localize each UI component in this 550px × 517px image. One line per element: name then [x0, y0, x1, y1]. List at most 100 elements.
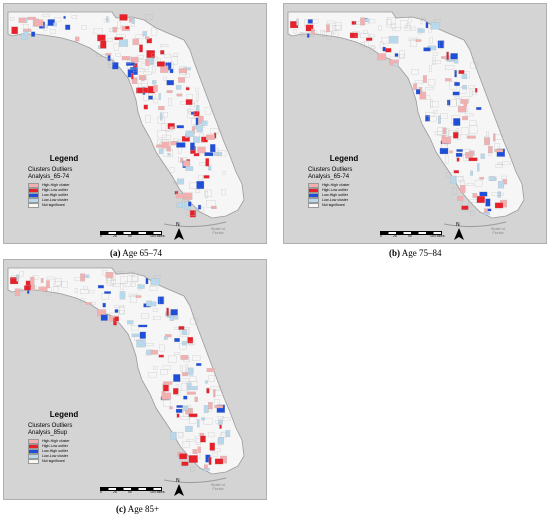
census-tract [449, 150, 453, 154]
census-tract [127, 320, 134, 325]
census-tract [100, 40, 107, 49]
north-arrow-icon [174, 228, 184, 240]
census-tract [163, 400, 171, 407]
census-tract [197, 446, 201, 454]
florida-keys [163, 477, 227, 484]
legend-item-high-high: High-High cluster [308, 182, 380, 189]
census-tract [454, 71, 459, 74]
census-tract [171, 56, 178, 65]
census-tract [215, 148, 220, 156]
census-tract [89, 289, 95, 294]
legend-label: High-High cluster [42, 439, 70, 443]
census-tract [116, 34, 126, 38]
census-tract [432, 52, 438, 56]
census-tract [158, 105, 165, 111]
swatch [28, 192, 39, 199]
florida-keys [163, 221, 227, 228]
census-tract [479, 191, 488, 197]
legend-label: Low-Low cluster [42, 198, 68, 202]
florida-map [287, 11, 525, 228]
census-tract [428, 79, 436, 87]
census-tract [199, 162, 206, 166]
census-tract [369, 45, 375, 54]
census-tract [16, 274, 19, 282]
census-tract [174, 352, 181, 355]
census-tract [161, 395, 166, 401]
census-tract [176, 202, 184, 208]
census-tract [310, 28, 315, 35]
census-tract [65, 24, 71, 30]
census-tract [205, 158, 210, 167]
census-tract [469, 89, 473, 98]
scale-label-0: 0 [100, 234, 102, 238]
legend-item-low-low: Low-Low cluster [28, 453, 100, 460]
census-tract [169, 406, 173, 410]
swatch [28, 438, 39, 445]
census-tract [461, 148, 472, 155]
census-tract [489, 176, 497, 181]
census-tract [181, 329, 188, 336]
census-tract [222, 171, 226, 175]
census-tract [428, 27, 432, 33]
census-tract [214, 458, 224, 465]
census-tract [446, 99, 451, 106]
legend-item-not-significant: Not significant [28, 458, 100, 465]
census-tract [209, 144, 216, 153]
census-tract [192, 449, 198, 454]
census-tract [463, 103, 468, 108]
census-tract [120, 283, 124, 290]
census-tract [127, 271, 135, 276]
census-tract [363, 30, 368, 34]
census-tract [335, 22, 342, 30]
census-tract [172, 53, 179, 57]
census-tract [365, 37, 373, 41]
census-tract [61, 281, 68, 288]
census-tract [433, 19, 441, 23]
census-tract [109, 28, 114, 32]
census-tract [193, 152, 200, 157]
census-tract [103, 19, 110, 23]
legend: Legend Clusters Outliers Analysis_65-74 … [308, 154, 380, 209]
census-tract [421, 17, 427, 21]
north-label: N [456, 222, 460, 228]
census-tract [107, 38, 113, 42]
census-tract [114, 36, 124, 41]
census-tract [425, 95, 431, 100]
census-tract [204, 464, 208, 470]
census-tract [145, 36, 150, 40]
legend-layer-name: Clusters Outliers Analysis_85up [28, 423, 73, 436]
census-tract [222, 417, 231, 422]
scale-bar-graphic [100, 487, 162, 491]
census-tract [174, 337, 180, 343]
census-tract [185, 364, 189, 368]
census-tract [97, 284, 105, 289]
census-tract [196, 105, 200, 113]
census-tract [157, 116, 165, 124]
census-tract [170, 431, 177, 440]
census-tract [196, 206, 205, 213]
census-tract [22, 23, 29, 32]
census-tract [198, 115, 204, 125]
census-tract [168, 310, 172, 317]
north-arrow-icon [174, 484, 184, 496]
census-tract [183, 357, 190, 363]
census-tract [118, 39, 128, 47]
census-tract [218, 419, 223, 426]
census-tract [360, 17, 365, 26]
scale-bar: 0 25 50 100 Miles [380, 231, 445, 239]
caption-text: Age 65–74 [122, 248, 163, 258]
census-tract [400, 20, 408, 28]
scale-label-25: 25 [113, 490, 117, 494]
census-tract [497, 162, 503, 165]
census-tract [199, 432, 205, 436]
census-tract [205, 190, 208, 199]
census-tract [137, 87, 144, 94]
census-tract [83, 286, 88, 290]
census-tract [484, 136, 489, 143]
census-tract [209, 442, 216, 451]
census-tract [195, 189, 201, 193]
census-tract [465, 108, 469, 112]
census-tract [461, 73, 468, 80]
scale-label-25: 25 [113, 234, 117, 238]
census-tract [204, 152, 214, 157]
